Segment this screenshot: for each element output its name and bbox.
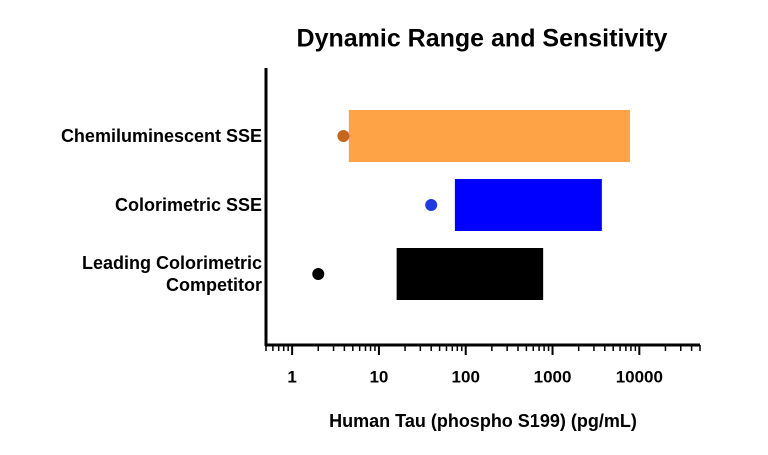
x-tick-label: 10 <box>369 367 388 386</box>
y-tick-label: Leading Colorimetric Competitor <box>81 253 262 295</box>
range-bar <box>396 248 544 300</box>
y-tick-label: Chemiluminescent SSE <box>60 126 262 146</box>
sensitivity-dot <box>337 130 350 142</box>
x-tick-label: 100 <box>452 367 480 386</box>
sensitivity-dot <box>312 268 325 280</box>
chart-title: Dynamic Range and Sensitivity <box>297 25 668 53</box>
range-bar <box>454 179 602 231</box>
x-tick-label: 1 <box>287 367 296 386</box>
x-tick-label: 10000 <box>616 367 663 386</box>
x-axis-label: Human Tau (phospho S199) (pg/mL) <box>329 411 637 431</box>
range-bar <box>348 110 630 162</box>
sensitivity-dot <box>425 199 438 211</box>
y-tick-label: Colorimetric SSE <box>114 195 262 215</box>
x-tick-label: 1000 <box>534 367 572 386</box>
